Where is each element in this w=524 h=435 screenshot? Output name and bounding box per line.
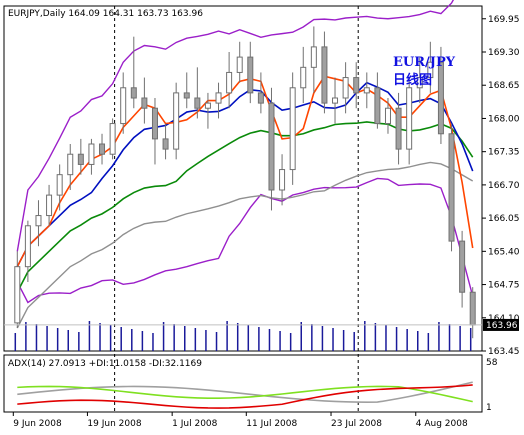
x-tick-label: 11 Jul 2008 xyxy=(246,419,297,429)
ma-mid-line xyxy=(16,81,474,268)
plus-di-line xyxy=(17,385,473,403)
candle-body xyxy=(416,77,423,89)
candle-body xyxy=(268,102,275,191)
candle-body xyxy=(300,66,307,89)
bollinger-lower xyxy=(16,177,474,304)
candle-body xyxy=(151,107,158,140)
candle-body xyxy=(35,215,42,227)
candle-body xyxy=(427,61,434,79)
indicator-pane xyxy=(3,354,483,413)
candle-body xyxy=(56,174,63,196)
candle-body xyxy=(204,102,211,109)
indicator-min-label: 1 xyxy=(486,403,492,413)
candle-body xyxy=(88,143,95,165)
ma-long-line xyxy=(16,161,474,329)
annotation-subtitle: 日线图 xyxy=(393,72,432,88)
candle-body xyxy=(279,169,286,191)
candle-body xyxy=(395,107,402,150)
x-tick-label: 1 Jul 2008 xyxy=(172,419,217,429)
y-tick-label: 168.65 xyxy=(488,81,520,91)
y-tick-label: 163.45 xyxy=(488,347,520,357)
candle-body xyxy=(215,92,222,104)
candle-body xyxy=(342,77,349,99)
candle-body xyxy=(384,107,391,125)
candle-body xyxy=(99,143,106,155)
x-tick-label: 4 Aug 2008 xyxy=(416,419,468,429)
candle-body xyxy=(332,97,339,104)
indicator-max-label: 58 xyxy=(486,358,498,368)
candle-body xyxy=(67,153,74,176)
y-tick-label: 167.35 xyxy=(488,148,520,158)
candle-body xyxy=(406,87,413,150)
candle-body xyxy=(469,291,476,326)
candle-body xyxy=(173,92,180,150)
indicator-label: ADX(14) 27.0913 +DI:11.0158 -DI:32.1169 xyxy=(8,359,202,369)
price-badge xyxy=(483,318,519,331)
candle-body xyxy=(183,92,190,99)
x-tick-label: 9 Jun 2008 xyxy=(13,419,62,429)
x-tick-label: 19 Jun 2008 xyxy=(87,419,141,429)
candle-body xyxy=(226,71,233,94)
candle-body xyxy=(257,92,264,104)
candle-body xyxy=(236,56,243,73)
candle-body xyxy=(24,225,31,268)
main-pane xyxy=(3,5,483,352)
y-tick-label: 164.75 xyxy=(488,281,520,291)
candle-body xyxy=(141,97,148,109)
candle-body xyxy=(437,61,444,135)
candle-body xyxy=(194,97,201,109)
y-tick-label: 165.40 xyxy=(488,247,520,257)
candle-body xyxy=(130,87,137,99)
candle-body xyxy=(363,87,370,94)
candle-body xyxy=(109,123,116,155)
bollinger-upper xyxy=(16,0,455,252)
y-tick-label: 164.10 xyxy=(488,314,520,324)
y-tick-label: 166.05 xyxy=(488,214,520,224)
candle-body xyxy=(77,153,84,165)
candle-body xyxy=(321,46,328,104)
adx-line xyxy=(17,381,473,403)
y-tick-label: 169.95 xyxy=(488,15,520,25)
y-tick-label: 166.70 xyxy=(488,181,520,191)
candle-body xyxy=(46,194,53,217)
candle-body xyxy=(448,133,455,242)
chart-header: EURJPY,Daily 164.09 164.31 163.73 163.96 xyxy=(8,9,203,19)
candle-body xyxy=(289,87,296,171)
price-badge-label: 163.96 xyxy=(486,321,518,331)
annotation-title: EUR/JPY xyxy=(393,55,456,70)
candle-body xyxy=(120,87,127,125)
x-tick-label: 23 Jul 2008 xyxy=(331,419,382,429)
minus-di-line xyxy=(17,384,473,409)
y-tick-label: 169.30 xyxy=(488,48,520,58)
candle-body xyxy=(310,46,317,68)
y-tick-label: 168.00 xyxy=(488,114,520,124)
candle-body xyxy=(353,77,360,94)
candle-body xyxy=(374,87,381,125)
candle-body xyxy=(459,240,466,293)
candle-body xyxy=(247,56,254,94)
candle-body xyxy=(14,266,21,324)
candle-body xyxy=(162,138,169,150)
